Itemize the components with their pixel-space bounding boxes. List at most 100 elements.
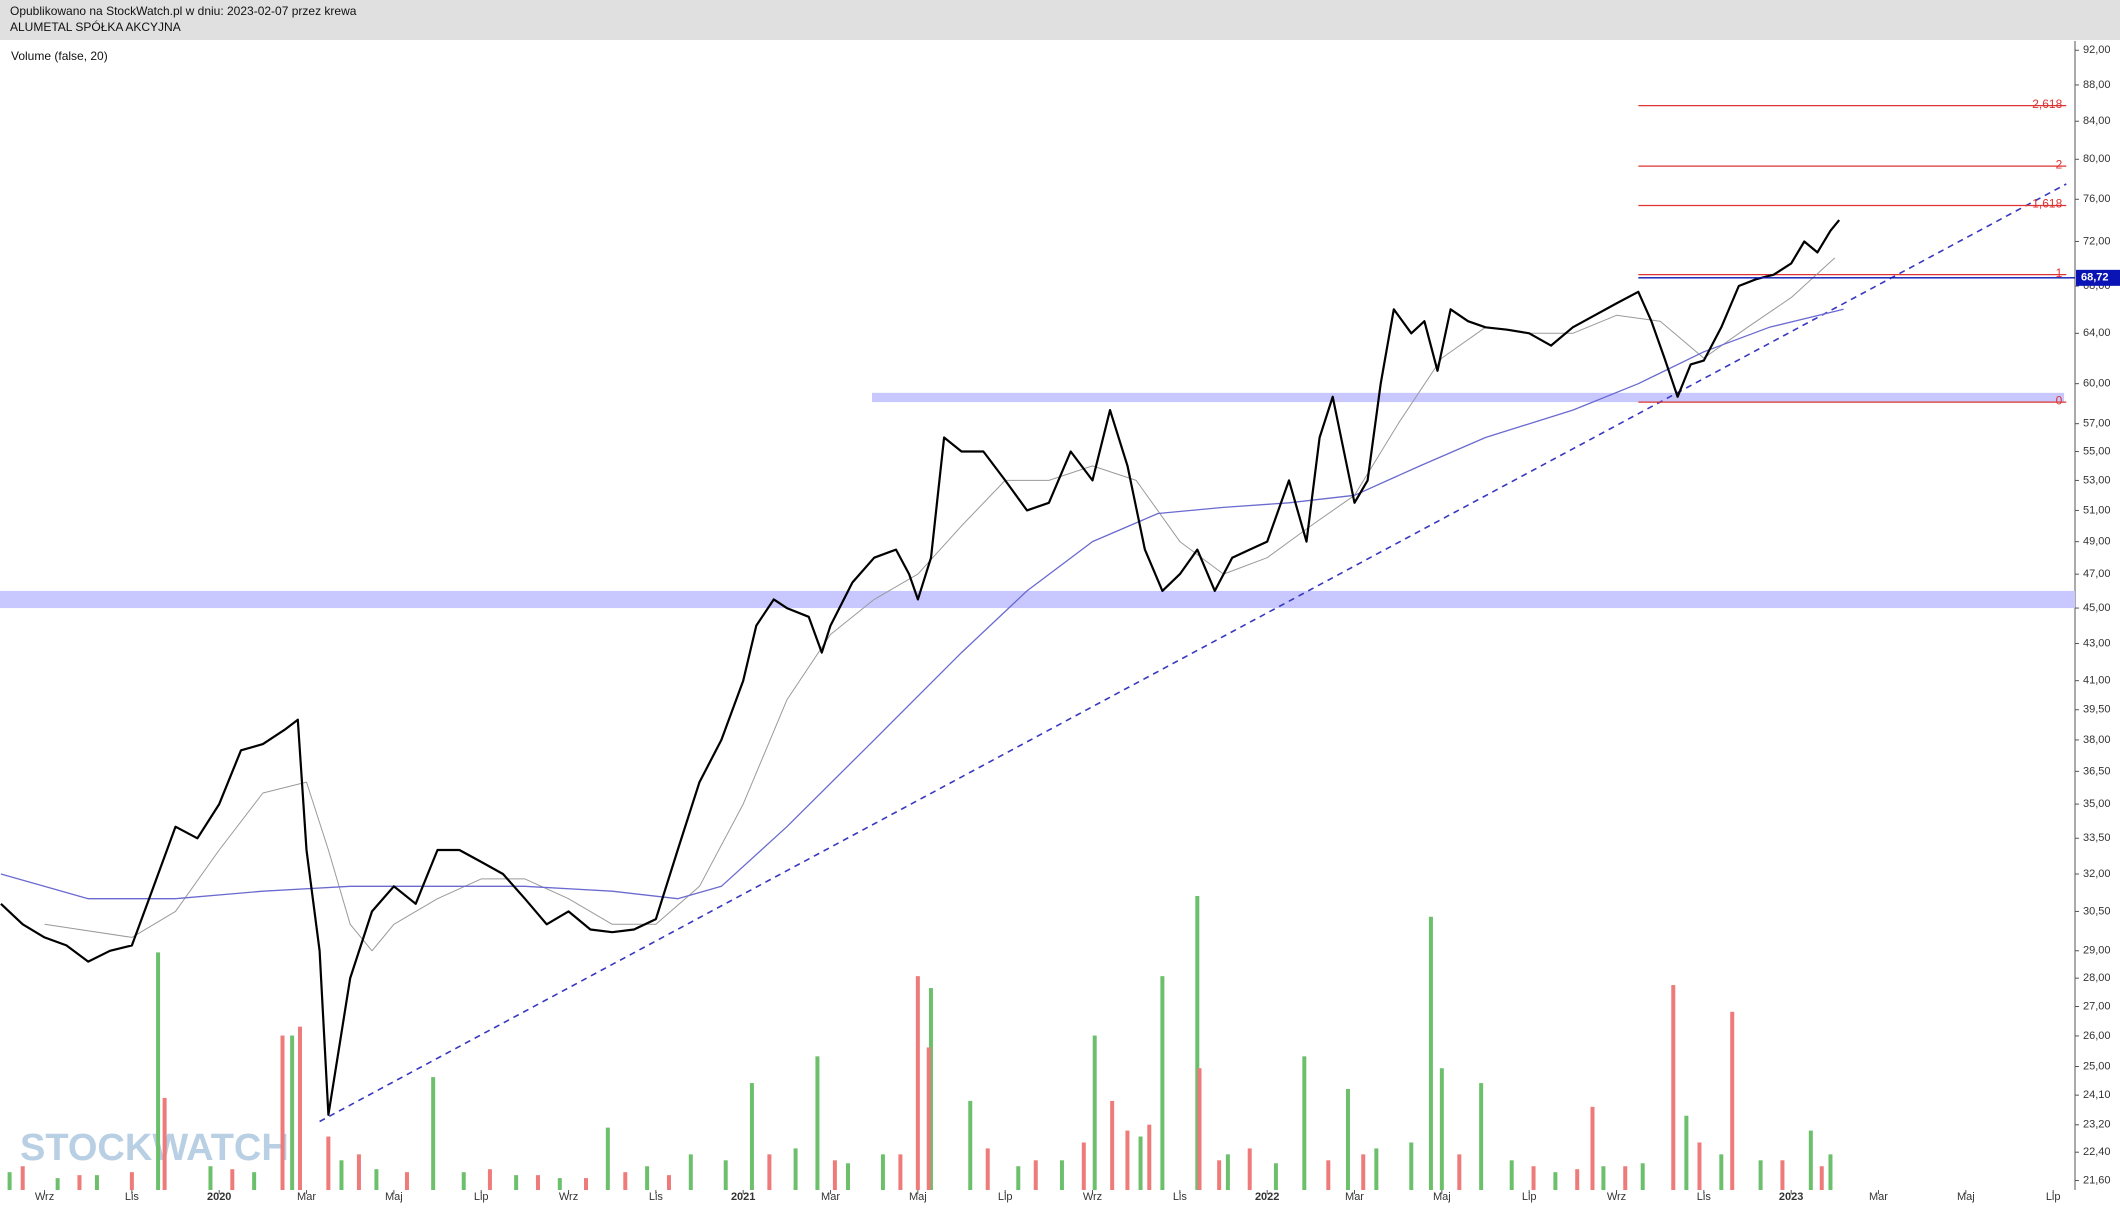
volume-bar [129, 1172, 134, 1190]
volume-bar [461, 1172, 466, 1190]
y-tick-label: 41,00 [2083, 675, 2111, 687]
volume-bar [1033, 1160, 1038, 1190]
x-tick-label: Wrz [1607, 1191, 1626, 1203]
volume-bar [290, 1035, 295, 1190]
volume-bar [431, 1077, 436, 1190]
volume-bar [1195, 895, 1200, 1190]
volume-bar [767, 1154, 772, 1190]
header-title: Opublikowano na StockWatch.pl w dniu: 20… [10, 4, 357, 18]
x-tick-label: Maj [909, 1191, 927, 1203]
volume-bar [1780, 1160, 1785, 1190]
x-tick-label: Lis [649, 1191, 664, 1203]
x-tick-label: Wrz [1083, 1191, 1102, 1203]
volume-bar [404, 1172, 409, 1190]
volume-bar [156, 952, 161, 1190]
volume-bar [1509, 1160, 1514, 1190]
volume-bar [1623, 1166, 1628, 1190]
x-tick-label: 2021 [731, 1191, 755, 1203]
volume-bar [666, 1175, 671, 1190]
x-tick-label: Mar [821, 1191, 840, 1203]
y-tick-label: 23,20 [2083, 1119, 2111, 1131]
last-price-box [2076, 269, 2120, 286]
volume-bar [339, 1160, 344, 1190]
x-tick-label: Lip [2046, 1191, 2061, 1203]
volume-bar [1217, 1160, 1222, 1190]
indicator-label: Volume (false, 20) [11, 49, 108, 63]
x-tick-label: 2022 [1255, 1191, 1279, 1203]
volume-bar [252, 1172, 257, 1190]
x-tick-label: Lip [998, 1191, 1013, 1203]
y-tick-label: 39,50 [2083, 704, 2111, 716]
volume-bar [880, 1154, 885, 1190]
volume-bar [77, 1175, 82, 1190]
volume-bar [55, 1178, 60, 1190]
y-tick-label: 72,00 [2083, 235, 2111, 247]
watermark: STOCKWATCH [20, 1127, 289, 1169]
volume-bar [1374, 1148, 1379, 1190]
x-tick-label: Mar [1345, 1191, 1364, 1203]
x-tick-label: Wrz [559, 1191, 578, 1203]
volume-bar [1125, 1130, 1130, 1190]
x-tick-label: Maj [1433, 1191, 1451, 1203]
y-tick-label: 36,50 [2083, 765, 2111, 777]
volume-bar [1302, 1056, 1307, 1190]
x-tick-label: Lis [1173, 1191, 1188, 1203]
y-tick-label: 22,40 [2083, 1146, 2111, 1158]
volume-bar [1553, 1172, 1558, 1190]
volume-bar [374, 1169, 379, 1190]
y-tick-label: 32,00 [2083, 868, 2111, 880]
volume-bar [968, 1100, 973, 1190]
fib-level-label: 1,618 [2032, 197, 2062, 211]
price-line [0, 308, 1844, 900]
volume-bar [623, 1172, 628, 1190]
volume-bar [723, 1160, 728, 1190]
x-tick-label: Mar [1869, 1191, 1888, 1203]
y-tick-label: 49,00 [2083, 536, 2111, 548]
volume-bar [1457, 1154, 1462, 1190]
x-tick-label: 2023 [1779, 1191, 1803, 1203]
fib-level-label: 2,618 [2032, 97, 2062, 111]
volume-bar [162, 1097, 167, 1190]
volume-bar [1409, 1142, 1414, 1190]
y-tick-label: 51,00 [2083, 504, 2111, 516]
volume-bar [815, 1056, 820, 1190]
volume-bar [1439, 1068, 1444, 1190]
header-subtitle: ALUMETAL SPÓŁKA AKCYJNA [10, 19, 181, 34]
x-tick-label: Maj [385, 1191, 403, 1203]
volume-bar [1361, 1154, 1366, 1190]
volume-bar [1671, 985, 1676, 1190]
volume-bar [557, 1178, 562, 1190]
x-tick-label: Mar [297, 1191, 316, 1203]
volume-bar [845, 1163, 850, 1190]
y-tick-label: 88,00 [2083, 79, 2111, 91]
volume-bar [297, 1026, 302, 1190]
y-tick-label: 76,00 [2083, 193, 2111, 205]
volume-bar [1197, 1068, 1202, 1190]
y-tick-label: 64,00 [2083, 327, 2111, 339]
volume-bar [1138, 1136, 1143, 1190]
x-tick-label: 2020 [207, 1191, 231, 1203]
y-tick-label: 53,00 [2083, 474, 2111, 486]
x-tick-label: Lis [125, 1191, 140, 1203]
volume-bar [583, 1178, 588, 1190]
volume-bar [1110, 1100, 1115, 1190]
price-line [0, 219, 1841, 1116]
volume-bar [94, 1175, 99, 1190]
volume-bar [1758, 1160, 1763, 1190]
x-tick-label: Wrz [35, 1191, 54, 1203]
y-tick-label: 24,10 [2083, 1089, 2111, 1101]
volume-bar [1081, 1142, 1086, 1190]
volume-bar [356, 1154, 361, 1190]
volume-bar [7, 1172, 12, 1190]
volume-bar [1828, 1154, 1833, 1190]
volume-bar [1428, 916, 1433, 1190]
volume-bar [928, 988, 933, 1190]
volume-bar [1590, 1106, 1595, 1190]
volume-bar [1160, 976, 1165, 1190]
y-tick-label: 84,00 [2083, 115, 2111, 127]
y-tick-label: 21,60 [2083, 1174, 2111, 1186]
y-tick-label: 33,50 [2083, 832, 2111, 844]
volume-bar [535, 1175, 540, 1190]
